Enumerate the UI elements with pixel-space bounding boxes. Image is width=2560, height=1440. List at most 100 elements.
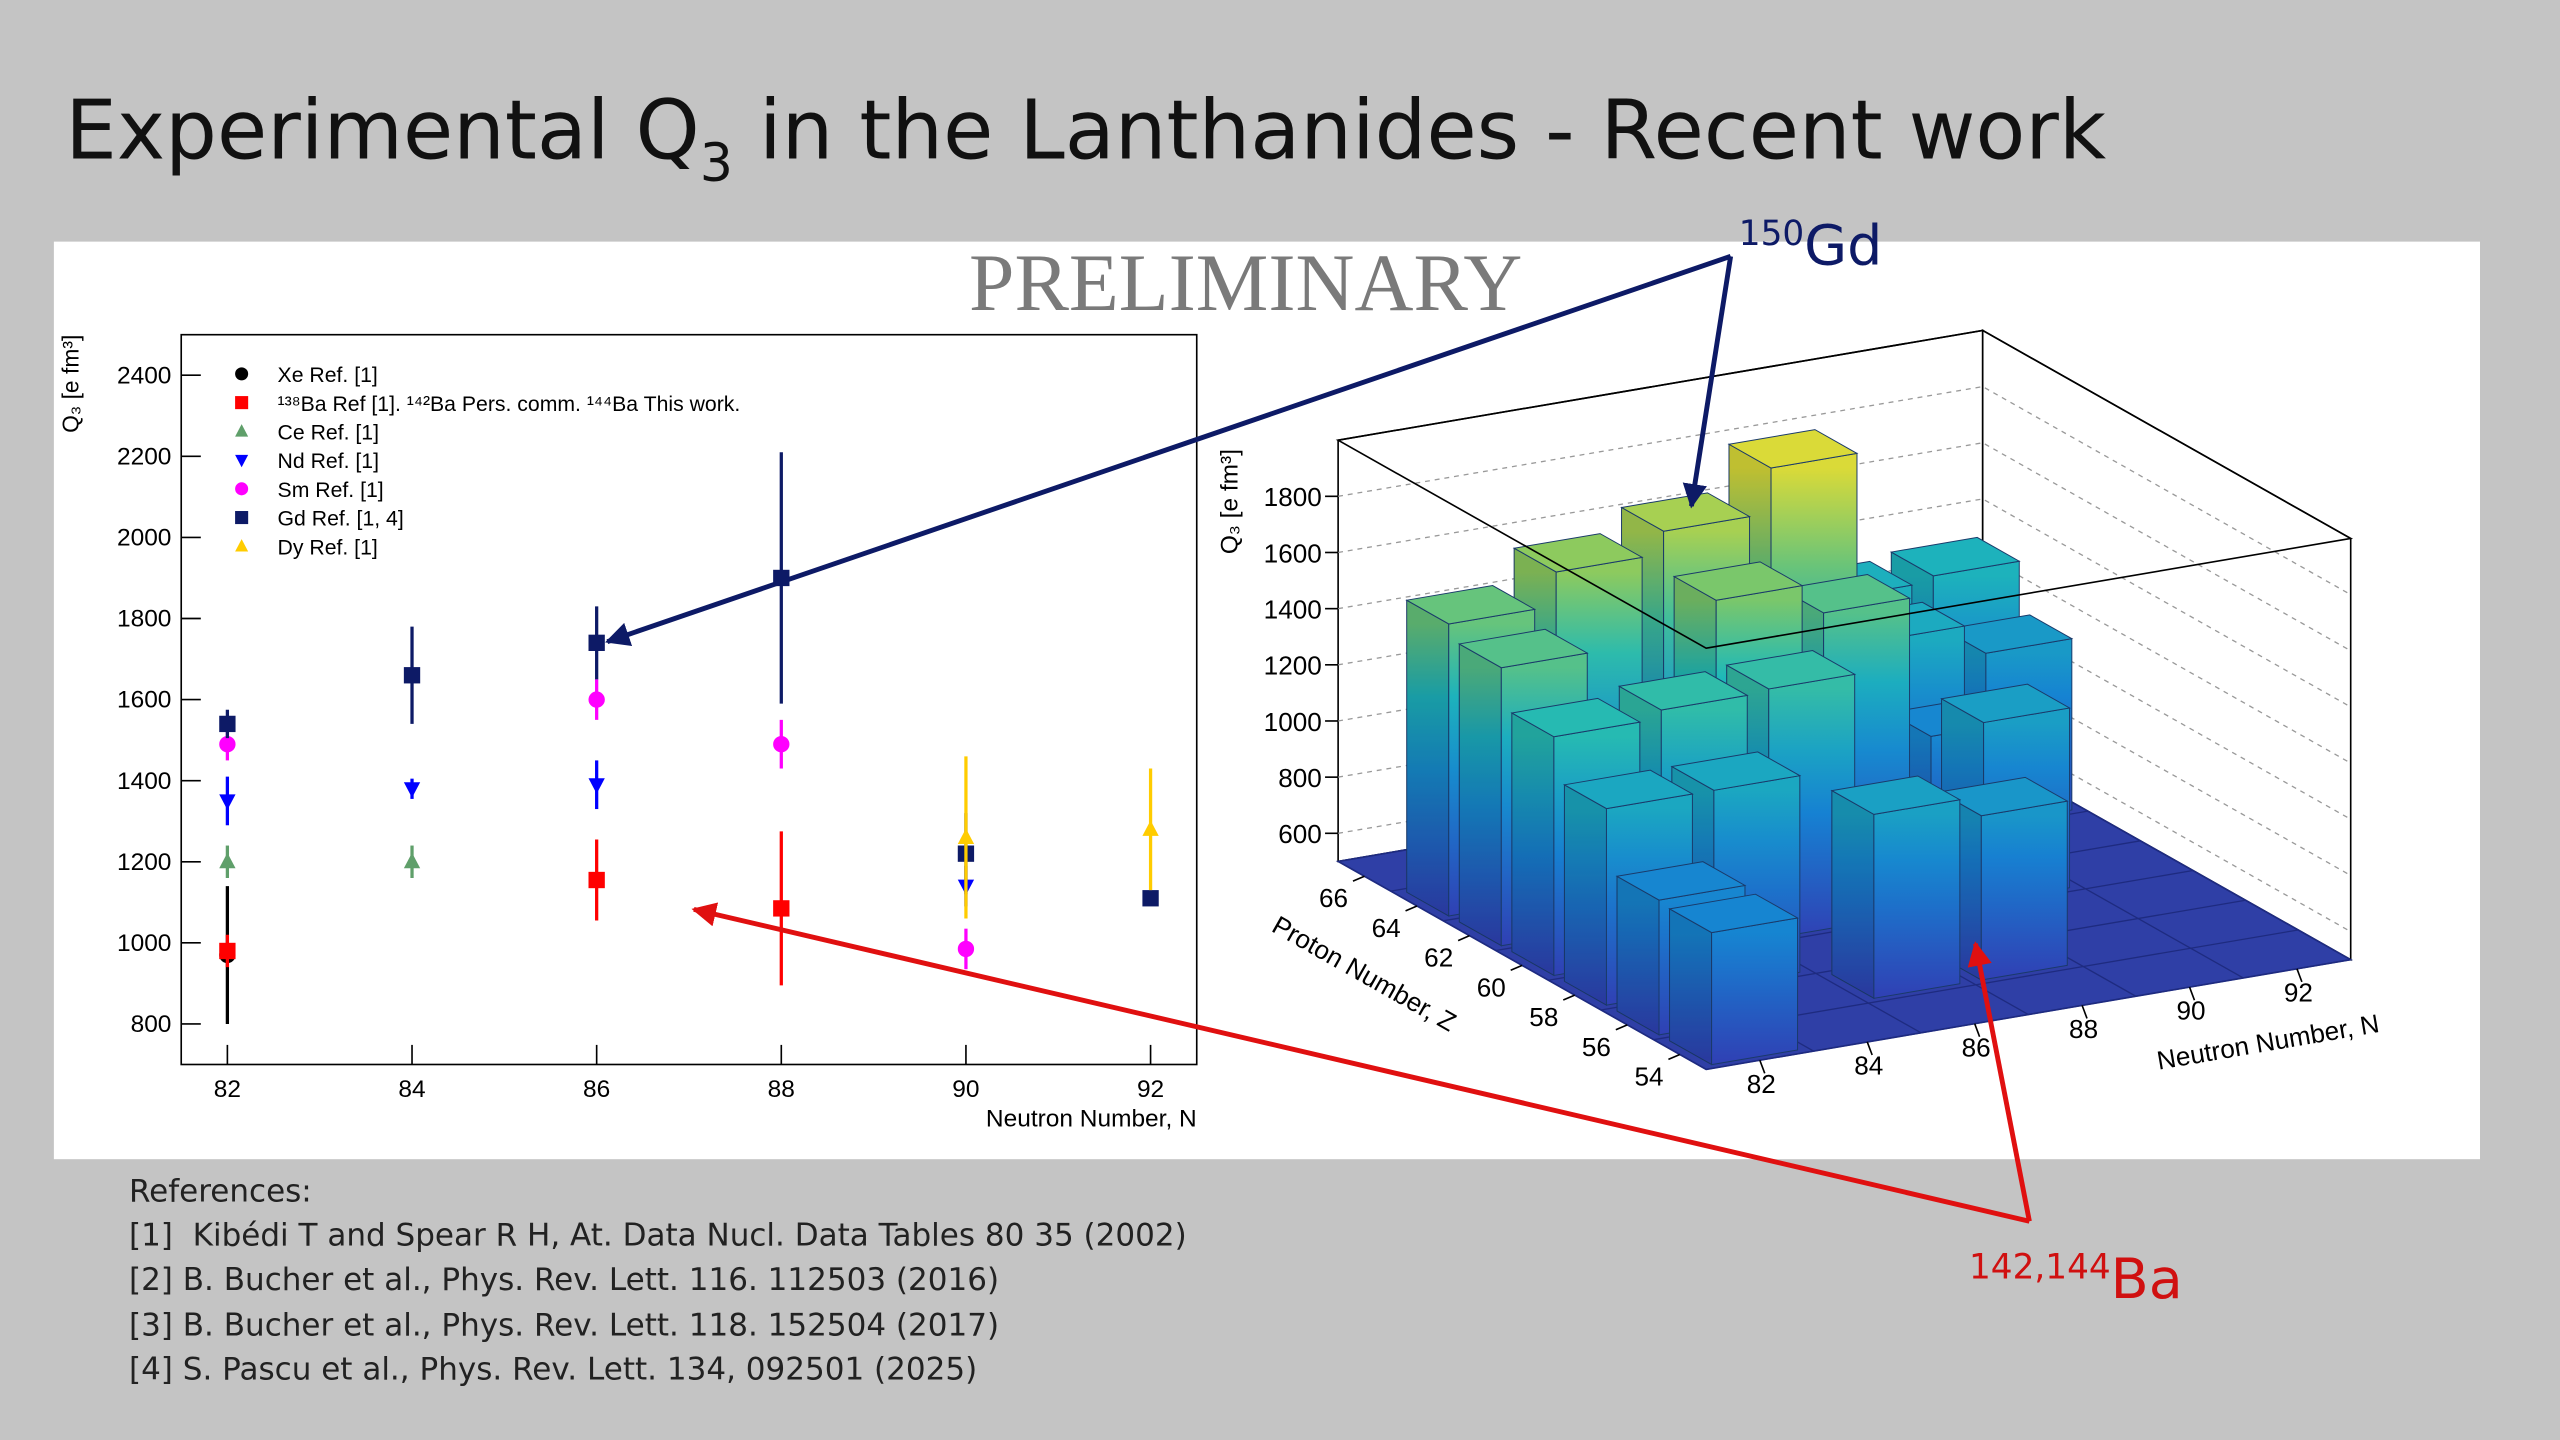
reference: [3] B. Bucher et al., Phys. Rev. Lett. 1…: [129, 1308, 999, 1344]
bar-shade: [1511, 712, 1554, 976]
z-tick-label: 1600: [1264, 538, 1322, 568]
marker: [957, 828, 975, 844]
y-tick: [1615, 1024, 1628, 1031]
annotation: 150Gd: [1739, 213, 1883, 278]
y-tick-label: 58: [1529, 1002, 1558, 1032]
y-tick: [1510, 964, 1523, 972]
legend-label: Nd Ref. [1]: [278, 450, 379, 473]
marker: [403, 852, 421, 869]
title-text: in the Lanthanides - Recent work: [733, 83, 2107, 178]
bar-front-face: [1980, 800, 2068, 981]
y-tick: [1405, 905, 1418, 912]
y-tick-label: 56: [1582, 1032, 1611, 1062]
x-tick-label: 88: [2069, 1014, 2098, 1044]
references-heading: References:: [129, 1174, 312, 1210]
bar-top: [1405, 585, 1537, 625]
y-tick: [1352, 875, 1365, 882]
error-point: [773, 831, 790, 986]
bar-top: [1562, 769, 1694, 810]
x-tick-label: 84: [1854, 1051, 1883, 1081]
x-tick: [2296, 968, 2303, 983]
bar-top: [1457, 628, 1589, 669]
x-tick-label: 82: [1747, 1069, 1776, 1099]
x-tick-label: 92: [1137, 1076, 1164, 1103]
marker: [235, 424, 249, 437]
references: References: [1] Kibédi T and Spear R H, …: [129, 1174, 1187, 1388]
y-tick-label: 800: [131, 1011, 172, 1038]
y-tick-label: 1000: [117, 930, 171, 957]
y-tick-label: 2400: [117, 362, 171, 389]
bar-shade: [1669, 908, 1712, 1065]
grid-line: [1338, 385, 2352, 596]
marker: [219, 715, 236, 733]
marker: [235, 396, 249, 410]
error-point: [957, 756, 975, 919]
arrow: [1967, 941, 2032, 1222]
y-tick-label: 1400: [117, 768, 171, 795]
marker: [1142, 820, 1159, 836]
y-tick-label: 60: [1477, 972, 1506, 1002]
bar-top: [1617, 671, 1749, 711]
z-tick-label: 1200: [1264, 651, 1322, 681]
marker: [235, 482, 249, 496]
stamp: PRELIMINARY: [969, 237, 1522, 328]
marker: [588, 634, 605, 651]
x-tick-label: 86: [583, 1076, 610, 1103]
y-tick-label: 66: [1319, 883, 1348, 913]
bar-top: [1512, 533, 1644, 573]
bar-shade: [1406, 600, 1449, 917]
marker: [403, 667, 421, 684]
z-tick-label: 1800: [1264, 482, 1322, 512]
bar-front-face: [1711, 917, 1799, 1066]
marker: [219, 736, 236, 753]
error-point: [219, 845, 236, 878]
error-point: [403, 778, 421, 799]
annotation-sup: 150: [1739, 214, 1804, 254]
x-tick: [2081, 1005, 2088, 1019]
marker: [235, 454, 249, 468]
annotation-text: Gd: [1804, 213, 1882, 278]
bar-top: [1510, 697, 1642, 738]
y-tick-label: 1200: [117, 849, 171, 876]
marker: [219, 852, 236, 869]
y-tick: [1457, 934, 1470, 942]
x-tick-label: 90: [2176, 996, 2205, 1026]
title-text: Experimental Q: [65, 83, 700, 178]
marker: [235, 511, 249, 525]
marker: [588, 778, 605, 794]
error-point: [588, 679, 605, 720]
scatter-chart: 800 1000 1200 1400 1600 1800 2000 2200 2400 82 84 8…: [57, 333, 1198, 1133]
title-sub: 3: [700, 134, 733, 194]
y-tick-label: 1800: [117, 606, 171, 633]
z-axis-title: Q₃ [e fm³]: [1217, 449, 1244, 554]
z-tick-label: 1000: [1264, 707, 1322, 737]
marker: [235, 539, 249, 552]
y-tick-label: 2000: [117, 525, 171, 552]
reference: [1] Kibédi T and Spear R H, At. Data Nuc…: [129, 1218, 1187, 1254]
error-point: [403, 845, 421, 878]
y-tick-label: 62: [1424, 943, 1453, 973]
bar-shade: [1616, 876, 1660, 1035]
bar-top: [1670, 751, 1802, 791]
marker: [403, 782, 421, 798]
bar-shade: [1831, 790, 1874, 999]
bar-top: [1889, 536, 2021, 577]
error-point: [219, 776, 236, 826]
annotation: 142,144Ba: [1969, 1247, 2183, 1312]
grid-line: [1338, 442, 2352, 652]
box-top: [1335, 329, 2354, 650]
bar-top: [1727, 429, 1859, 469]
y-tick-label: 54: [1634, 1062, 1663, 1092]
z-tick-label: 1400: [1264, 594, 1322, 624]
x-tick-label: 82: [214, 1076, 241, 1103]
y-tick: [1668, 1053, 1681, 1061]
legend-label: Ce Ref. [1]: [278, 422, 379, 445]
reference: [4] S. Pascu et al., Phys. Rev. Lett. 13…: [129, 1352, 977, 1388]
x-tick-label: 88: [768, 1076, 795, 1103]
bar3d-chart: 600 800 1000 1200 1400 1600 1800 82 84 86 88 90 92 54…: [1217, 329, 2381, 1099]
x-tick: [1973, 1023, 1981, 1038]
error-point: [957, 928, 975, 970]
legend-label: ¹³⁸Ba Ref [1]. ¹⁴²Ba Pers. comm. ¹⁴⁴Ba T…: [278, 393, 741, 416]
bar-top: [1615, 861, 1747, 901]
